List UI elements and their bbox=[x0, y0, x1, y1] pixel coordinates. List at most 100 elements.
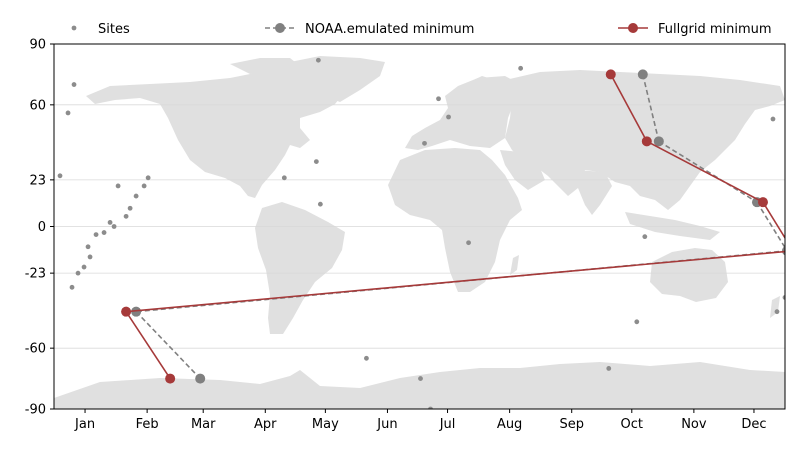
site-point bbox=[123, 213, 129, 219]
series-group bbox=[57, 57, 798, 409]
x-tick-label: Nov bbox=[681, 417, 707, 432]
site-point bbox=[115, 183, 121, 189]
series-marker bbox=[195, 373, 206, 384]
site-point bbox=[111, 224, 117, 229]
y-tick-label: -23 bbox=[25, 267, 46, 282]
site-point bbox=[127, 205, 133, 211]
y-tick-label: 60 bbox=[29, 98, 46, 113]
site-point bbox=[93, 232, 99, 238]
land-arctic-islands bbox=[230, 58, 300, 74]
site-point bbox=[81, 264, 87, 270]
legend-label: NOAA.emulated minimum bbox=[305, 22, 474, 37]
site-point bbox=[436, 96, 441, 102]
series-segment bbox=[610, 74, 648, 142]
y-tick-label: 23 bbox=[29, 173, 46, 188]
legend-label: Fullgrid minimum bbox=[658, 22, 772, 37]
series-segment bbox=[762, 201, 785, 240]
site-point bbox=[145, 175, 151, 181]
site-point bbox=[85, 244, 91, 250]
site-point bbox=[281, 175, 287, 181]
site-point bbox=[315, 57, 321, 63]
site-point bbox=[87, 254, 93, 260]
site-point bbox=[313, 159, 319, 165]
land-new-zealand bbox=[770, 296, 780, 318]
land-indonesia bbox=[625, 212, 720, 240]
series-marker bbox=[653, 136, 664, 147]
y-gridlines bbox=[54, 104, 785, 349]
x-tick-label: Apr bbox=[254, 417, 277, 432]
series-marker bbox=[641, 136, 652, 147]
site-point bbox=[75, 270, 81, 276]
x-tick-label: Jun bbox=[376, 417, 397, 432]
series-marker bbox=[605, 69, 616, 80]
axes: -90 -60 -23 0 23 60 90 Jan Feb Mar Apr May Jun Jul Aug… bbox=[25, 38, 767, 433]
series-segment bbox=[646, 140, 764, 203]
site-point bbox=[466, 240, 471, 246]
series-marker bbox=[782, 246, 785, 256]
land-madagascar bbox=[510, 255, 519, 275]
site-point bbox=[642, 234, 648, 240]
legend-marker bbox=[71, 25, 77, 31]
site-point bbox=[317, 201, 323, 207]
site-point bbox=[518, 65, 524, 71]
series-marker bbox=[121, 306, 132, 317]
legend-marker bbox=[275, 23, 285, 33]
series-segment bbox=[125, 311, 171, 380]
series-segment bbox=[642, 74, 660, 142]
series-marker bbox=[131, 306, 142, 317]
legend-label: Sites bbox=[98, 22, 130, 37]
series-0 bbox=[57, 57, 785, 409]
x-tick-label: Feb bbox=[136, 417, 159, 432]
site-point bbox=[101, 230, 107, 235]
site-point bbox=[446, 114, 451, 120]
site-point bbox=[364, 355, 369, 361]
x-tick-label: Jan bbox=[74, 417, 95, 432]
land-india bbox=[575, 170, 612, 215]
series-segment bbox=[135, 311, 201, 380]
x-tick-label: Dec bbox=[741, 417, 766, 432]
land-north-america bbox=[86, 60, 355, 198]
y-tick-label: -90 bbox=[25, 403, 46, 418]
site-point bbox=[634, 319, 640, 325]
y-tick-label: -60 bbox=[25, 342, 46, 357]
site-point bbox=[107, 220, 113, 225]
world-map-background bbox=[54, 56, 785, 409]
site-point bbox=[65, 110, 71, 116]
site-point bbox=[57, 173, 63, 179]
site-point bbox=[782, 295, 785, 300]
site-point bbox=[428, 406, 433, 409]
site-point bbox=[133, 193, 139, 199]
series-2 bbox=[121, 69, 798, 384]
series-segment bbox=[756, 201, 785, 250]
site-point bbox=[774, 309, 780, 315]
land-australia bbox=[650, 248, 728, 302]
site-point bbox=[71, 82, 77, 87]
series-marker bbox=[788, 246, 798, 256]
site-point bbox=[418, 376, 423, 381]
site-point bbox=[69, 284, 75, 290]
series-segment bbox=[126, 250, 785, 313]
legend-entry-1: NOAA.emulated minimum bbox=[265, 22, 474, 37]
land-south-america bbox=[255, 202, 345, 334]
legend-entry-2: Fullgrid minimum bbox=[618, 22, 772, 37]
land-europe bbox=[405, 76, 520, 150]
series-marker bbox=[165, 373, 176, 384]
site-point bbox=[422, 140, 427, 146]
land-africa bbox=[388, 148, 522, 292]
y-tick-label: 0 bbox=[38, 220, 46, 235]
series-segment bbox=[658, 140, 758, 203]
x-tick-label: Oct bbox=[621, 417, 643, 432]
series-marker bbox=[757, 197, 768, 208]
legend: Sites NOAA.emulated minimum Fullgrid minim… bbox=[71, 22, 772, 37]
site-point bbox=[770, 116, 776, 122]
site-point bbox=[606, 366, 612, 371]
land-greenland bbox=[290, 56, 385, 102]
legend-entry-0: Sites bbox=[71, 22, 130, 37]
x-tick-label: Sep bbox=[559, 417, 584, 432]
site-point bbox=[141, 183, 147, 189]
x-tick-label: Aug bbox=[497, 417, 522, 432]
x-tick-label: Jul bbox=[439, 417, 456, 432]
y-tick-label: 90 bbox=[29, 38, 46, 53]
land-scandinavia bbox=[455, 76, 495, 106]
